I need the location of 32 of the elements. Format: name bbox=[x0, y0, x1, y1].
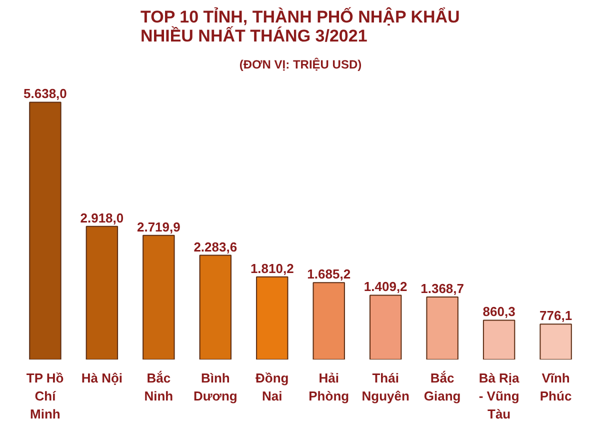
bar bbox=[369, 294, 402, 360]
data-label: 1.685,2 bbox=[307, 266, 351, 282]
x-tick-label: Hà Nội bbox=[81, 370, 123, 386]
data-label: 2.283,6 bbox=[194, 239, 238, 254]
data-label: 1.368,7 bbox=[420, 281, 464, 296]
bar bbox=[540, 324, 572, 360]
x-tick-label: Bình Dương bbox=[193, 370, 238, 404]
bar bbox=[256, 276, 288, 360]
bar bbox=[86, 226, 118, 360]
x-tick-label: Bắc Giang bbox=[424, 370, 461, 404]
data-label: 776,1 bbox=[540, 308, 572, 324]
x-tick-label: Bắc Ninh bbox=[144, 370, 174, 404]
chart-subtitle: (ĐƠN VỊ: TRIỆU USD) bbox=[239, 58, 362, 72]
chart-title: TOP 10 TỈNH, THÀNH PHỐ NHẬP KHẨU NHIỀU NHẤT THÁNG 3/2021 bbox=[140, 6, 460, 46]
data-label: 1.409,2 bbox=[364, 279, 408, 294]
x-tick-label: Bà Rịa - Vũng Tàu bbox=[478, 370, 520, 422]
x-tick-label: TP Hồ Chí Minh bbox=[26, 370, 64, 422]
bar bbox=[142, 234, 175, 360]
bar bbox=[426, 296, 458, 360]
bar bbox=[199, 254, 232, 360]
data-label: 2.918,0 bbox=[80, 210, 124, 226]
x-tick-label: Thái Nguyên bbox=[362, 370, 410, 404]
x-tick-label: Vĩnh Phúc bbox=[540, 370, 572, 404]
bar bbox=[29, 102, 62, 360]
x-tick-label: Hải Phòng bbox=[308, 370, 350, 404]
bar bbox=[482, 320, 516, 360]
data-label: 2.719,9 bbox=[136, 219, 180, 234]
x-tick-label: Đồng Nai bbox=[256, 370, 289, 404]
bar bbox=[312, 282, 345, 360]
data-label: 860,3 bbox=[482, 304, 516, 320]
data-label: 1.810,2 bbox=[250, 260, 294, 276]
data-label: 5.638,0 bbox=[24, 86, 67, 102]
